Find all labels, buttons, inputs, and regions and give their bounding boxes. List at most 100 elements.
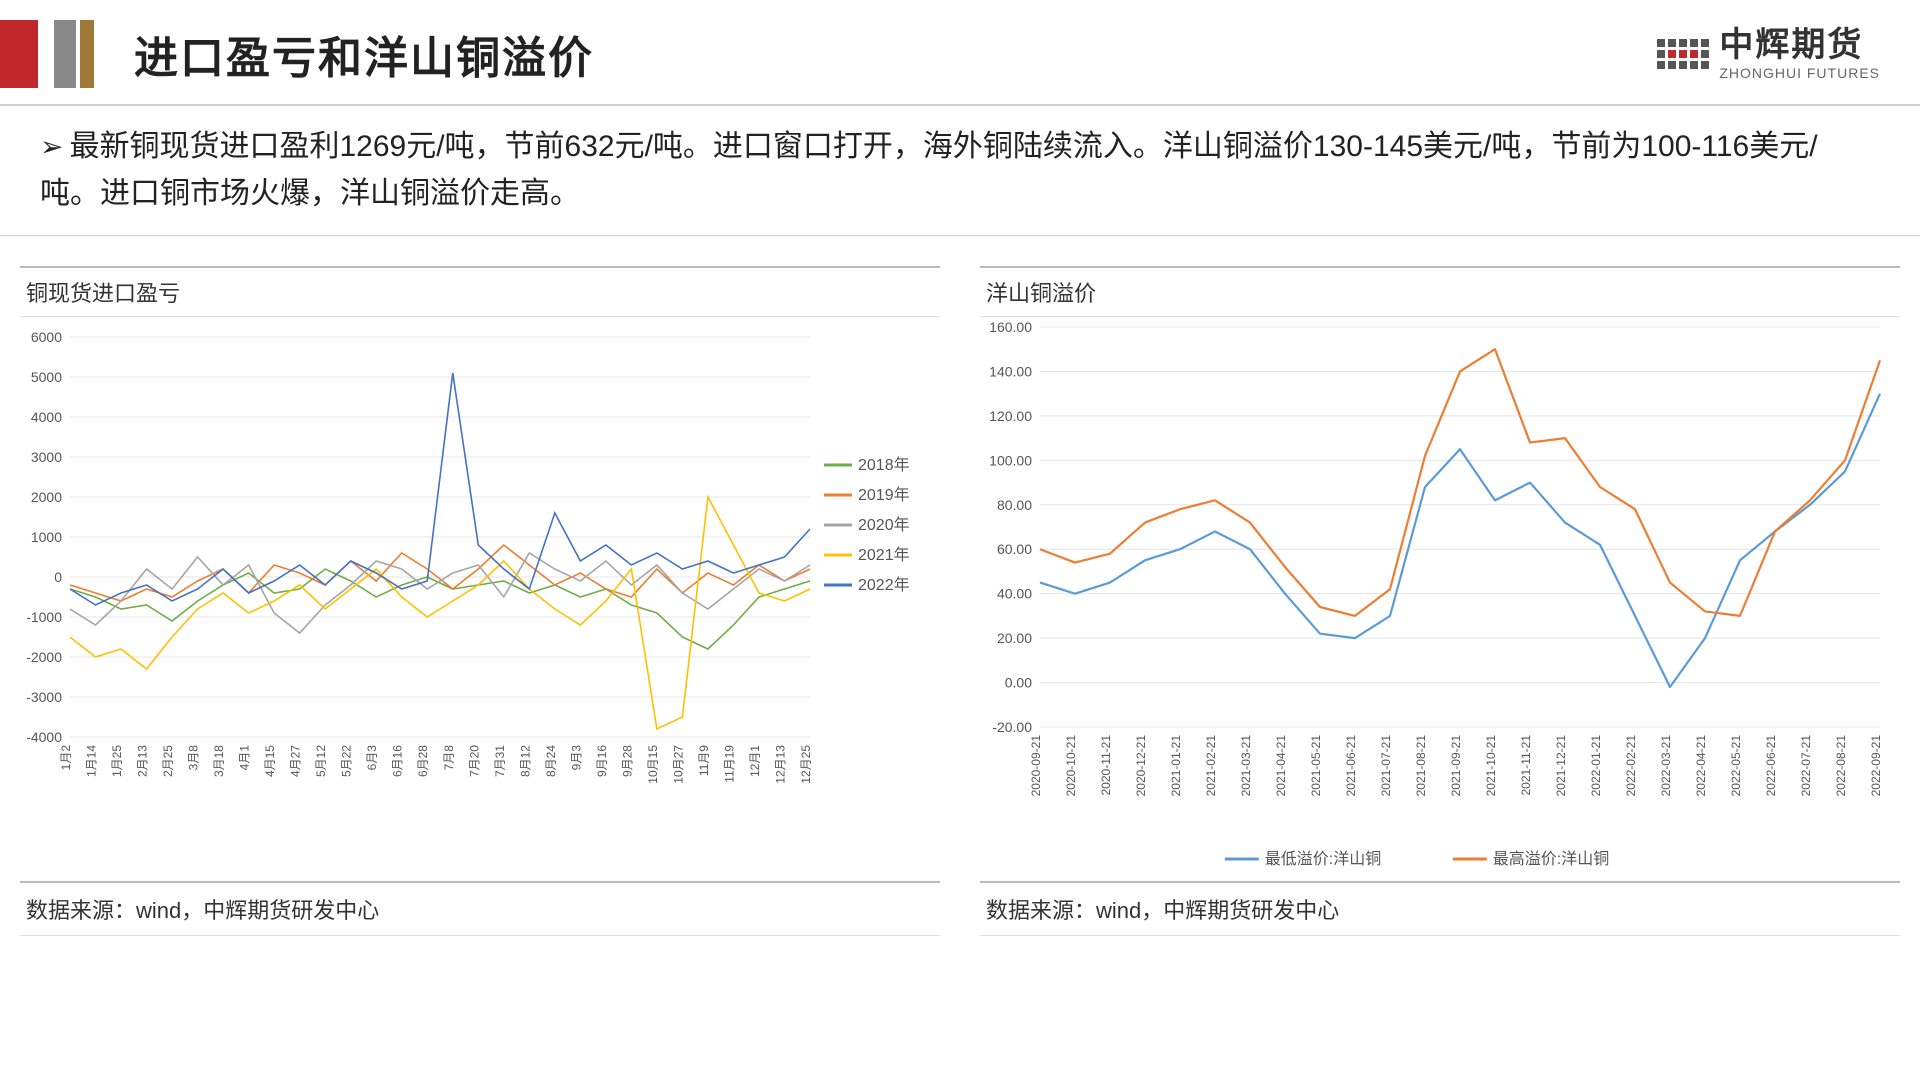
svg-text:6月3: 6月3 [365, 745, 379, 771]
svg-text:2021-03-21: 2021-03-21 [1239, 735, 1253, 797]
svg-text:3000: 3000 [31, 449, 62, 465]
logo-cn: 中辉期货 [1719, 28, 1880, 62]
svg-text:2021-01-21: 2021-01-21 [1169, 735, 1183, 797]
svg-text:2021-08-21: 2021-08-21 [1414, 735, 1428, 797]
svg-text:2022-01-21: 2022-01-21 [1589, 735, 1603, 797]
svg-text:11月19: 11月19 [722, 745, 736, 783]
svg-text:2020-11-21: 2020-11-21 [1099, 735, 1113, 796]
page-title: 进口盈亏和洋山铜溢价 [134, 22, 594, 86]
svg-text:2022-02-21: 2022-02-21 [1624, 735, 1638, 797]
svg-text:11月9: 11月9 [697, 745, 711, 776]
svg-text:2022-03-21: 2022-03-21 [1659, 735, 1673, 797]
svg-text:5月22: 5月22 [340, 745, 354, 777]
accent-bar-red [0, 20, 38, 88]
svg-text:1000: 1000 [31, 529, 62, 545]
svg-text:2000: 2000 [31, 489, 62, 505]
svg-text:140.00: 140.00 [989, 363, 1032, 379]
svg-text:12月13: 12月13 [773, 745, 787, 784]
svg-text:2021-05-21: 2021-05-21 [1309, 735, 1323, 797]
svg-text:6月16: 6月16 [391, 745, 405, 777]
svg-text:120.00: 120.00 [989, 408, 1032, 424]
svg-text:8月12: 8月12 [518, 745, 532, 777]
svg-text:2月13: 2月13 [136, 745, 150, 777]
svg-text:2022-06-21: 2022-06-21 [1764, 735, 1778, 797]
chart-right-title: 洋山铜溢价 [980, 266, 1900, 317]
svg-text:2021-07-21: 2021-07-21 [1379, 735, 1393, 797]
svg-text:2021-10-21: 2021-10-21 [1484, 735, 1498, 797]
page-header: 进口盈亏和洋山铜溢价 中辉期货 ZHONGHUI FUTURES [0, 0, 1920, 106]
svg-text:2022-04-21: 2022-04-21 [1694, 735, 1708, 797]
chart-left-body: -4000 -3000 -2000 -1000 0 1000 2000 3000 4000 500… [20, 317, 940, 877]
svg-text:6月28: 6月28 [416, 745, 430, 777]
svg-text:2020年: 2020年 [858, 516, 910, 534]
svg-text:4月27: 4月27 [289, 745, 303, 777]
bullet-arrow-icon: ➢ [40, 131, 63, 162]
svg-text:-20.00: -20.00 [992, 719, 1032, 735]
svg-text:2022-09-21: 2022-09-21 [1869, 735, 1883, 797]
svg-text:-3000: -3000 [26, 689, 62, 705]
svg-text:7月20: 7月20 [467, 745, 481, 777]
svg-text:12月25: 12月25 [799, 745, 813, 784]
svg-text:10月15: 10月15 [646, 745, 660, 784]
svg-text:2022-05-21: 2022-05-21 [1729, 735, 1743, 797]
svg-text:2021-09-21: 2021-09-21 [1449, 735, 1463, 797]
logo-en: ZHONGHUI FUTURES [1719, 66, 1880, 80]
svg-text:80.00: 80.00 [997, 497, 1032, 513]
svg-text:2021-02-21: 2021-02-21 [1204, 735, 1218, 797]
svg-text:7月31: 7月31 [493, 745, 507, 777]
svg-text:3月8: 3月8 [187, 745, 201, 771]
svg-text:2018年: 2018年 [858, 456, 910, 474]
svg-text:4月15: 4月15 [263, 745, 277, 777]
charts-row: 铜现货进口盈亏 -4000 -3000 -2000 -1000 0 1000 2000 300… [0, 266, 1920, 936]
svg-text:6000: 6000 [31, 329, 62, 345]
svg-text:9月16: 9月16 [595, 745, 609, 777]
svg-text:0: 0 [54, 569, 62, 585]
summary-content: 最新铜现货进口盈利1269元/吨，节前632元/吨。进口窗口打开，海外铜陆续流入… [40, 130, 1818, 210]
svg-text:最高溢价:洋山铜: 最高溢价:洋山铜 [1493, 850, 1609, 868]
svg-text:最低溢价:洋山铜: 最低溢价:洋山铜 [1265, 850, 1381, 868]
svg-text:160.00: 160.00 [989, 319, 1032, 335]
chart-left-title: 铜现货进口盈亏 [20, 266, 940, 317]
svg-text:8月24: 8月24 [544, 745, 558, 777]
svg-text:2020-12-21: 2020-12-21 [1134, 735, 1148, 797]
chart-right-body: -20.000.0020.0040.0060.0080.00100.00120.… [980, 317, 1900, 877]
svg-text:2021-04-21: 2021-04-21 [1274, 735, 1288, 797]
chart-left-panel: 铜现货进口盈亏 -4000 -3000 -2000 -1000 0 1000 2000 300… [0, 266, 960, 936]
svg-text:2021-06-21: 2021-06-21 [1344, 735, 1358, 797]
accent-bar-brown [80, 20, 94, 88]
svg-text:3月18: 3月18 [212, 745, 226, 777]
svg-text:7月8: 7月8 [442, 745, 456, 771]
svg-text:100.00: 100.00 [989, 452, 1032, 468]
logo-text: 中辉期货 ZHONGHUI FUTURES [1719, 28, 1880, 80]
svg-text:9月3: 9月3 [569, 745, 583, 771]
svg-text:2022-07-21: 2022-07-21 [1799, 735, 1813, 797]
svg-text:2021-11-21: 2021-11-21 [1519, 735, 1533, 796]
chart-left-source: 数据来源：wind，中辉期货研发中心 [20, 881, 940, 936]
svg-text:2020-10-21: 2020-10-21 [1064, 735, 1078, 797]
svg-text:1月2: 1月2 [59, 745, 73, 771]
svg-text:2019年: 2019年 [858, 486, 910, 504]
svg-text:2022-08-21: 2022-08-21 [1834, 735, 1848, 797]
svg-text:2020-09-21: 2020-09-21 [1029, 735, 1043, 797]
chart-left-svg: -4000 -3000 -2000 -1000 0 1000 2000 3000 4000 500… [20, 317, 940, 877]
svg-text:5000: 5000 [31, 369, 62, 385]
title-block: 进口盈亏和洋山铜溢价 [0, 20, 594, 88]
chart-right-panel: 洋山铜溢价 -20.000.0020.0040.0060.0080.00100.… [960, 266, 1920, 936]
svg-text:2月25: 2月25 [161, 745, 175, 777]
accent-bar-gray [54, 20, 76, 88]
svg-text:4月1: 4月1 [238, 745, 252, 771]
logo-mark-icon [1657, 39, 1709, 69]
chart-right-svg: -20.000.0020.0040.0060.0080.00100.00120.… [980, 317, 1900, 877]
svg-text:2021-12-21: 2021-12-21 [1554, 735, 1568, 797]
svg-text:0.00: 0.00 [1005, 675, 1032, 691]
svg-text:-4000: -4000 [26, 729, 62, 745]
svg-text:4000: 4000 [31, 409, 62, 425]
svg-text:2021年: 2021年 [858, 546, 910, 564]
svg-text:-2000: -2000 [26, 649, 62, 665]
company-logo: 中辉期货 ZHONGHUI FUTURES [1657, 28, 1880, 80]
svg-text:1月25: 1月25 [110, 745, 124, 777]
svg-text:-1000: -1000 [26, 609, 62, 625]
svg-text:60.00: 60.00 [997, 541, 1032, 557]
svg-text:1月14: 1月14 [85, 745, 99, 777]
svg-text:12月1: 12月1 [748, 745, 762, 777]
